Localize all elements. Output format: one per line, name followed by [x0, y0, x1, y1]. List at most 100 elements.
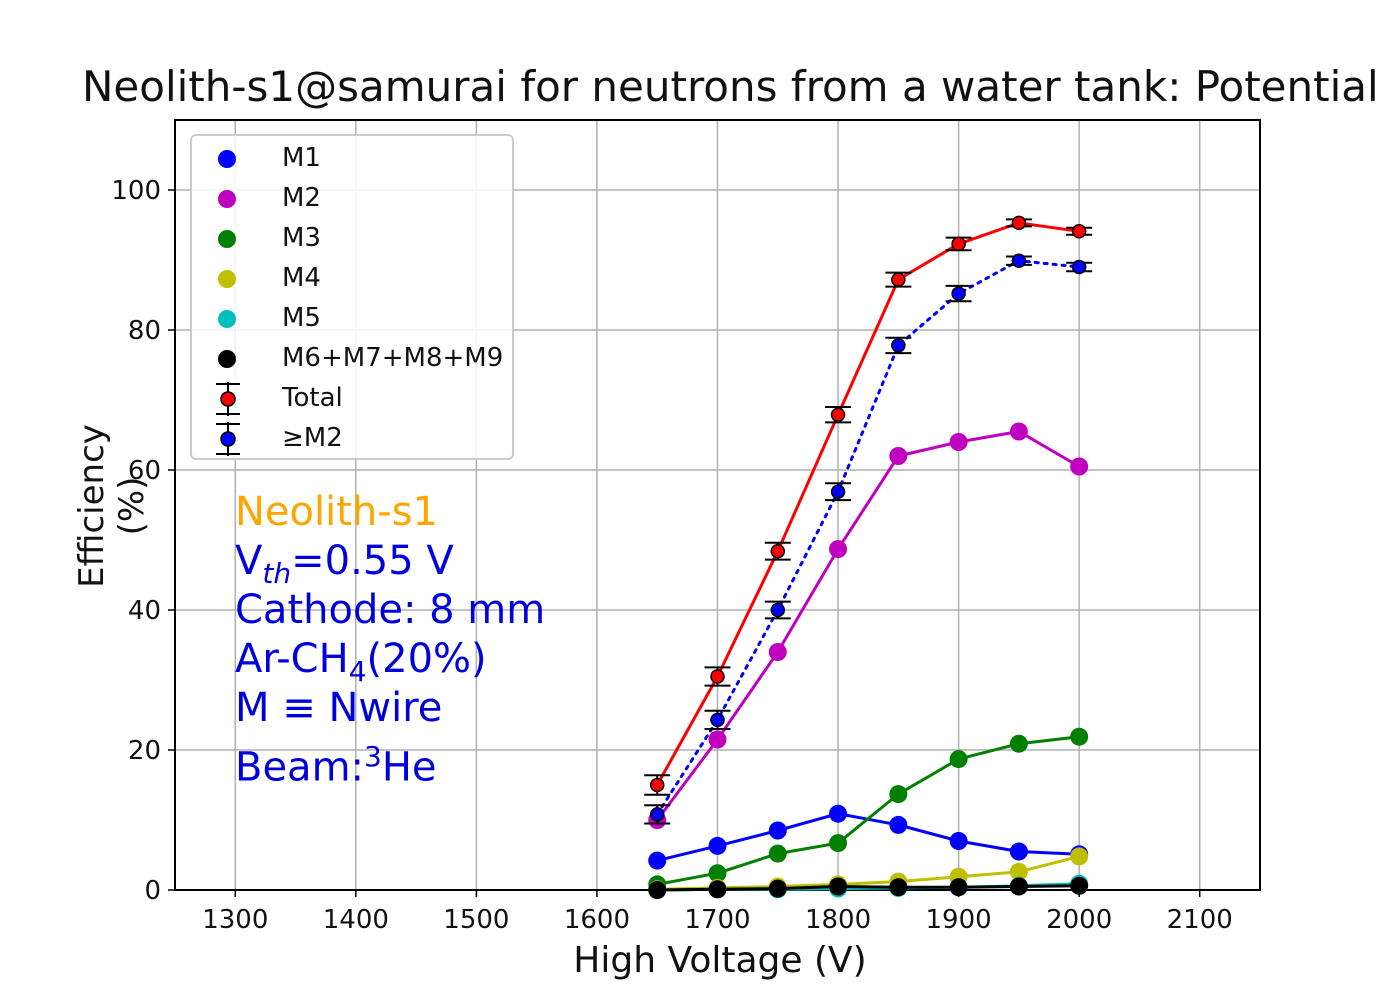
y-tick-label: 40 — [128, 596, 161, 626]
data-point-m3 — [708, 864, 727, 883]
y-tick-label: 0 — [144, 876, 161, 906]
annotation-beam-sup: 3 — [364, 740, 382, 773]
annotation-detector: Neolith-s1 — [235, 488, 438, 536]
data-point-m3 — [829, 834, 848, 853]
legend-marker-ge-m2 — [216, 422, 240, 456]
x-axis-label: High Voltage (V) — [573, 940, 867, 981]
data-point-m1 — [768, 821, 787, 840]
data-point-total — [1071, 224, 1087, 239]
legend-marker-total — [216, 382, 240, 416]
series-line-m6-m7-m8-m9 — [657, 884, 1080, 892]
data-point-m2 — [1011, 253, 1027, 268]
data-point-m2 — [708, 730, 727, 749]
data-point-m3 — [1070, 727, 1089, 746]
data-point-m2 — [1071, 259, 1087, 275]
x-tick-label: 1900 — [926, 905, 992, 935]
y-tick-label: 80 — [128, 316, 161, 346]
legend-marker-m1 — [218, 150, 236, 168]
data-point-m1 — [708, 836, 727, 855]
data-point-m6-m7-m8-m9 — [1009, 877, 1028, 896]
annotation-detector-text: Neolith-s1 — [235, 489, 438, 535]
legend-label-m3: M3 — [282, 223, 321, 253]
data-point-m2 — [770, 602, 786, 618]
legend-marker-m5 — [218, 310, 236, 328]
data-point-m4 — [1070, 847, 1089, 866]
x-tick-label: 1300 — [202, 905, 268, 935]
annotation-cathode: Cathode: 8 mm — [235, 586, 545, 634]
data-point-m2 — [768, 643, 787, 661]
x-tick-label: 2000 — [1046, 905, 1112, 935]
annotation-beam-main: Beam: — [235, 744, 365, 791]
annotation-gas: Ar-CH4(20%) — [235, 635, 487, 696]
legend-item-m5: M5 — [192, 300, 512, 338]
data-point-total — [770, 543, 786, 559]
annotation-threshold: Vth=0.55 V — [235, 537, 454, 598]
data-point-total — [649, 777, 665, 793]
legend-item-m4: M4 — [192, 260, 512, 298]
data-point-total — [951, 236, 966, 252]
legend-marker-m4 — [218, 270, 236, 288]
data-point-m2 — [951, 286, 966, 301]
legend: M1 M2 M3 M4 M5 M6+M7+M8+M9 Total — [190, 134, 514, 460]
x-tick-label: 1800 — [805, 905, 871, 935]
data-point-m6-m7-m8-m9 — [648, 881, 667, 899]
legend-item-m6-m9: M6+M7+M8+M9 — [192, 340, 512, 378]
annotation-multiplicity-text: M ≡ Nwire — [235, 685, 443, 731]
series-line-m3 — [656, 735, 1080, 886]
data-point-m1 — [648, 851, 667, 870]
legend-label-m6-m9: M6+M7+M8+M9 — [282, 343, 504, 373]
y-tick-label: 20 — [128, 736, 161, 766]
legend-item-m2: M2 — [192, 180, 512, 218]
y-tick-label: 100 — [111, 176, 161, 206]
x-tick-label: 1600 — [564, 905, 630, 935]
data-point-total — [891, 272, 906, 287]
data-point-m2 — [830, 484, 846, 499]
annotation-gas-sub: 4 — [348, 655, 367, 688]
data-point-m6-m7-m8-m9 — [1070, 876, 1089, 895]
data-point-total — [710, 669, 725, 684]
data-point-m2 — [889, 447, 908, 465]
data-point-m6-m7-m8-m9 — [708, 880, 727, 899]
legend-label-m2: M2 — [282, 183, 321, 213]
data-point-m2 — [649, 807, 665, 822]
x-tick-label: 1400 — [323, 905, 389, 935]
data-point-m3 — [949, 750, 968, 769]
data-point-m4 — [1009, 862, 1028, 881]
data-point-m3 — [768, 844, 787, 863]
data-point-m3 — [1009, 734, 1028, 753]
x-tick-label: 2100 — [1167, 905, 1233, 935]
legend-label-m5: M5 — [282, 303, 321, 333]
data-point-m2 — [1009, 422, 1028, 441]
series-line-m4 — [657, 854, 1080, 891]
data-point-m2 — [1070, 457, 1089, 476]
legend-item-ge-m2: ≥M2 — [192, 420, 512, 458]
annotation-threshold-sub: th — [262, 557, 292, 590]
legend-item-m3: M3 — [192, 220, 512, 258]
annotation-gas-tail: (20%) — [366, 636, 487, 682]
annotation-multiplicity: M ≡ Nwire — [235, 684, 442, 732]
data-point-m2 — [710, 712, 725, 728]
data-point-m1 — [949, 832, 968, 850]
data-point-m3 — [889, 785, 908, 804]
annotation-beam-tail: He — [381, 744, 437, 791]
legend-item-m1: M1 — [192, 140, 512, 178]
y-axis-label: Efficiency (%) — [72, 424, 152, 588]
data-point-total — [830, 407, 846, 422]
data-point-m1 — [829, 804, 848, 823]
data-point-m2 — [949, 433, 968, 451]
legend-marker-m2 — [218, 190, 236, 208]
x-tick-label: 1700 — [684, 905, 750, 935]
annotation-cathode-text: Cathode: 8 mm — [235, 587, 546, 633]
data-point-m6-m7-m8-m9 — [889, 878, 908, 897]
legend-marker-m3 — [218, 230, 236, 248]
y-tick-label: 60 — [128, 456, 161, 486]
data-point-m6-m7-m8-m9 — [829, 877, 848, 896]
annotation-threshold-tail: =0.55 V — [291, 538, 454, 584]
data-point-m1 — [1009, 842, 1028, 861]
legend-label-m1: M1 — [282, 143, 321, 173]
data-point-m1 — [889, 815, 908, 834]
data-point-m2 — [829, 540, 848, 559]
legend-label-ge-m2: ≥M2 — [282, 423, 343, 453]
chart-title: Neolith-s1@samurai for neutrons from a w… — [82, 62, 1379, 111]
